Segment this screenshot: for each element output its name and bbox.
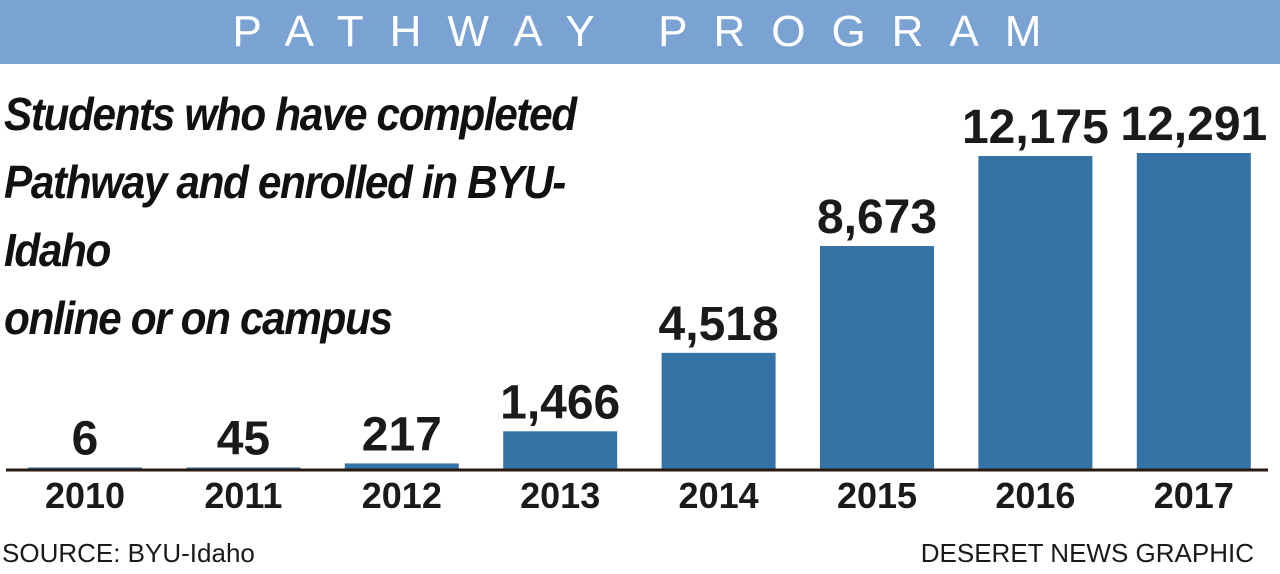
data-label-2016: 12,175 <box>962 101 1109 154</box>
data-label-2013: 1,466 <box>500 376 620 429</box>
bar-2016 <box>978 155 1093 469</box>
graphic-credit: DESERET NEWS GRAPHIC <box>920 538 1254 568</box>
data-label-2017: 12,291 <box>1120 98 1267 151</box>
bar-2011 <box>186 467 301 469</box>
headline-line: online or on campus <box>4 292 393 344</box>
data-label-2014: 4,518 <box>659 298 779 351</box>
bar-2010 <box>28 467 142 469</box>
x-tick-label-2016: 2016 <box>995 475 1075 516</box>
data-label-2015: 8,673 <box>817 191 937 244</box>
bar-2012 <box>344 463 459 469</box>
banner-title: PATHWAY PROGRAM <box>232 7 1068 56</box>
headline-line: Students who have completed <box>4 88 577 140</box>
x-tick-label-2017: 2017 <box>1154 475 1234 516</box>
x-tick-label-2012: 2012 <box>362 475 442 516</box>
source-note: SOURCE: BYU-Idaho <box>2 538 255 568</box>
headline-line: Pathway and enrolled in BYU-Idaho <box>4 156 566 276</box>
chart-headline: Students who have completed Pathway and … <box>4 80 666 352</box>
data-label-2011: 45 <box>217 413 270 466</box>
bar-2014 <box>661 352 776 469</box>
bar-2013 <box>503 431 618 469</box>
banner: PATHWAY PROGRAM <box>0 0 1280 64</box>
bar-2017 <box>1136 153 1251 469</box>
x-tick-label-2013: 2013 <box>520 475 600 516</box>
data-label-2010: 6 <box>72 413 99 466</box>
x-tick-label-2015: 2015 <box>837 475 917 516</box>
data-label-2012: 217 <box>362 408 442 461</box>
x-tick-label-2014: 2014 <box>679 475 759 516</box>
x-tick-label-2011: 2011 <box>204 475 282 516</box>
bar-2015 <box>820 246 934 469</box>
x-tick-label-2010: 2010 <box>45 475 125 516</box>
